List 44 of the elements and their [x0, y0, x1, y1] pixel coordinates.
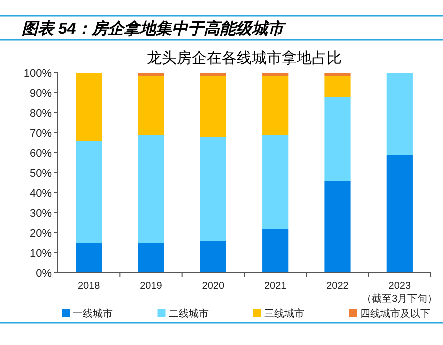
x-tick-label: 2021	[264, 281, 288, 292]
bar	[262, 229, 289, 273]
legend-label: 四线城市及以下	[360, 308, 430, 320]
bar	[386, 73, 413, 155]
bar	[200, 73, 226, 76]
x-tick-label: 2023 （截至3月下旬）	[362, 281, 438, 305]
y-tick-label: 50%	[30, 168, 52, 180]
x-tick-label: 2022	[326, 281, 350, 292]
y-tick-label: 90%	[30, 88, 52, 100]
legend-label: 二线城市	[168, 308, 209, 320]
y-tick-label: 40%	[30, 188, 52, 200]
y-tick-label: 0%	[36, 268, 52, 280]
bar	[262, 76, 289, 135]
x-tick-label: 2018	[78, 281, 101, 292]
bar	[76, 73, 102, 141]
y-tick-label: 80%	[30, 108, 52, 120]
bar	[262, 135, 289, 229]
y-tick-label: 10%	[30, 248, 52, 260]
bar	[76, 243, 102, 273]
bar	[200, 76, 226, 137]
bar	[262, 73, 289, 76]
bar	[324, 181, 351, 273]
bar	[76, 141, 102, 243]
legend-label: 一线城市	[73, 308, 113, 320]
x-tick-label: 2020	[202, 281, 225, 292]
y-tick-label: 30%	[30, 208, 52, 220]
chart-subtitle: 龙头房企在各线城市拿地占比	[147, 50, 342, 67]
chart-title: 图表 54：房企拿地集中于高能级城市	[22, 19, 288, 38]
bar	[324, 97, 351, 181]
y-tick-label: 70%	[30, 128, 52, 140]
legend-label: 三线城市	[264, 308, 304, 320]
x-tick-label: 2019	[140, 281, 163, 292]
bar	[386, 155, 413, 273]
bar	[138, 73, 164, 76]
bar	[200, 137, 226, 241]
y-tick-label: 100%	[24, 68, 52, 80]
y-tick-label: 60%	[30, 148, 52, 160]
bar	[200, 241, 226, 273]
y-tick-label: 20%	[30, 228, 52, 240]
bar	[138, 243, 164, 273]
bar	[324, 76, 351, 97]
bar	[138, 76, 164, 135]
bar	[324, 73, 351, 76]
bar	[138, 135, 164, 243]
